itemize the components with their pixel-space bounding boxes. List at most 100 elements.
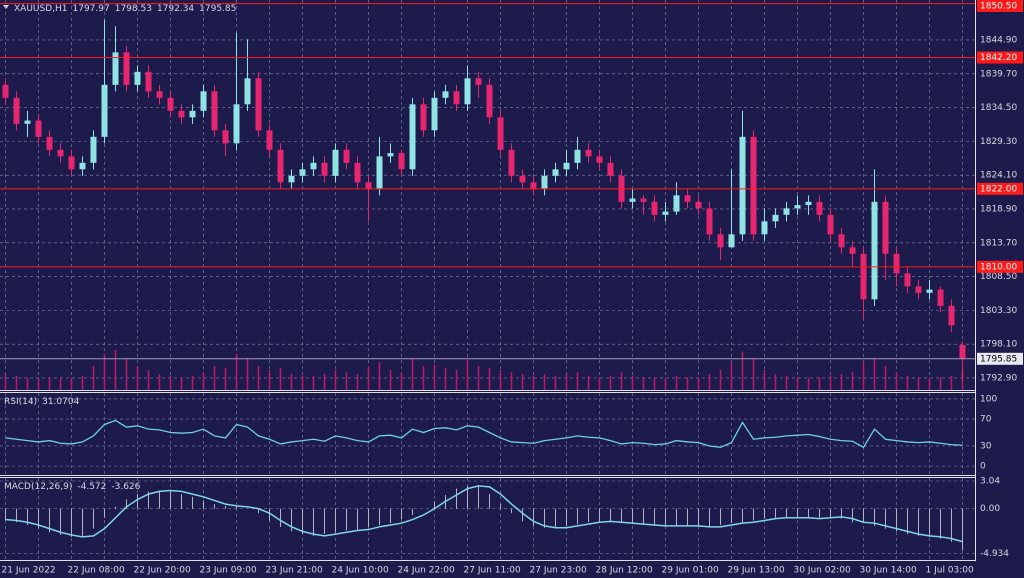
level-tag — [977, 0, 1023, 12]
candle-body — [904, 273, 911, 287]
candle-body — [277, 149, 284, 183]
marks — [0, 3, 975, 551]
candle-body — [211, 91, 218, 131]
candle-body — [244, 78, 251, 105]
candle-body — [310, 162, 317, 170]
candle-body — [695, 201, 702, 209]
candle-body — [167, 97, 174, 111]
rsi-line — [5, 419, 963, 449]
candle-body — [508, 149, 515, 176]
menu-icon — [3, 5, 9, 9]
candle-body — [431, 97, 438, 131]
candle-body — [750, 136, 757, 235]
candle-body — [123, 52, 130, 85]
header-part: 1798.53 — [115, 4, 152, 14]
candle-body — [706, 208, 713, 235]
candle-body — [409, 104, 416, 170]
pane-header: RSI(14) 31.0704 — [4, 397, 80, 407]
candle-body — [46, 136, 53, 150]
x-tick-label: 30 Jun 14:00 — [860, 566, 917, 576]
y-tick-label: 3.04 — [980, 477, 1000, 487]
candle-body — [442, 91, 449, 98]
candle-body — [607, 162, 614, 176]
x-tick-label: 22 Jun 08:00 — [68, 566, 125, 576]
y-tick-label: -4.934 — [980, 549, 1009, 559]
y-tick-label: 1818.90 — [980, 204, 1017, 214]
candle-body — [640, 198, 647, 202]
candle-body — [959, 345, 966, 359]
level-tag — [977, 260, 1023, 273]
y-tick-label: 1798.10 — [980, 340, 1017, 350]
candle-body — [882, 201, 889, 254]
candle-body — [266, 130, 273, 150]
x-tick-label: 21 Jun 2022 — [2, 566, 56, 576]
candle-body — [596, 156, 603, 163]
candle-body — [24, 120, 31, 124]
y-tick-label: 70 — [980, 415, 992, 425]
y-tick-label: 1824.10 — [980, 171, 1017, 181]
candle-body — [805, 201, 812, 206]
grid — [0, 0, 975, 560]
candle-body — [948, 305, 955, 326]
header-part: -4.572 — [77, 482, 106, 492]
candle-body — [57, 149, 64, 157]
candle-body — [629, 198, 636, 202]
x-tick-label: 30 Jun 02:00 — [794, 566, 851, 576]
y-tick-label: 0 — [980, 462, 986, 472]
header-part: XAUUSD,H1 — [14, 4, 68, 14]
y-tick-label: 1839.70 — [980, 69, 1017, 79]
level-label: 1842.20 — [980, 53, 1017, 63]
candle-body — [343, 149, 350, 163]
candle-body — [827, 214, 834, 235]
header-part: MACD(12,26,9) — [4, 482, 72, 492]
y-tick-label: 1834.50 — [980, 103, 1017, 113]
candle-body — [530, 182, 537, 189]
candle-body — [288, 175, 295, 183]
candle-body — [849, 247, 856, 254]
candle-body — [717, 234, 724, 248]
candle-body — [541, 175, 548, 189]
x-tick-label: 29 Jun 01:00 — [662, 566, 719, 576]
x-tick-label: 23 Jun 09:00 — [200, 566, 257, 576]
candle-body — [376, 156, 383, 189]
candle-body — [453, 91, 460, 105]
candle-body — [486, 84, 493, 118]
y-tick-label: 1792.90 — [980, 373, 1017, 383]
header-part: 31.0704 — [42, 397, 79, 407]
candle-body — [552, 169, 559, 176]
candle-body — [662, 211, 669, 215]
candle-body — [387, 153, 394, 157]
y-tick-label: 100 — [980, 394, 997, 404]
x-tick-label: 1 Jul 03:00 — [926, 566, 975, 576]
candle-body — [233, 104, 240, 144]
y-tick-label: 1803.30 — [980, 306, 1017, 316]
candle-body — [915, 286, 922, 293]
y-tick-label: 1813.70 — [980, 238, 1017, 248]
x-tick-label: 29 Jun 13:00 — [728, 566, 785, 576]
candle-body — [68, 156, 75, 170]
candle-body — [739, 136, 746, 235]
candle-body — [79, 162, 86, 170]
candle-body — [673, 195, 680, 212]
y-tick-label: 0.00 — [980, 504, 1000, 514]
candle-body — [222, 130, 229, 144]
candle-body — [35, 120, 42, 137]
candle-body — [189, 110, 196, 118]
header-part: 1797.97 — [73, 4, 110, 14]
candle-body — [200, 91, 207, 111]
x-tick-label: 24 Jun 22:00 — [398, 566, 455, 576]
candle-body — [178, 110, 185, 118]
candle-body — [112, 52, 119, 85]
level-tag — [977, 182, 1023, 195]
candle-body — [761, 221, 768, 235]
y-tick-label: 30 — [980, 441, 992, 451]
candle-body — [871, 201, 878, 300]
candle-body — [783, 208, 790, 215]
candle-body — [794, 205, 801, 209]
candle-body — [145, 71, 152, 92]
candle-body — [893, 253, 900, 274]
candle-body — [464, 78, 471, 105]
candle-body — [585, 149, 592, 157]
candle-body — [937, 289, 944, 306]
